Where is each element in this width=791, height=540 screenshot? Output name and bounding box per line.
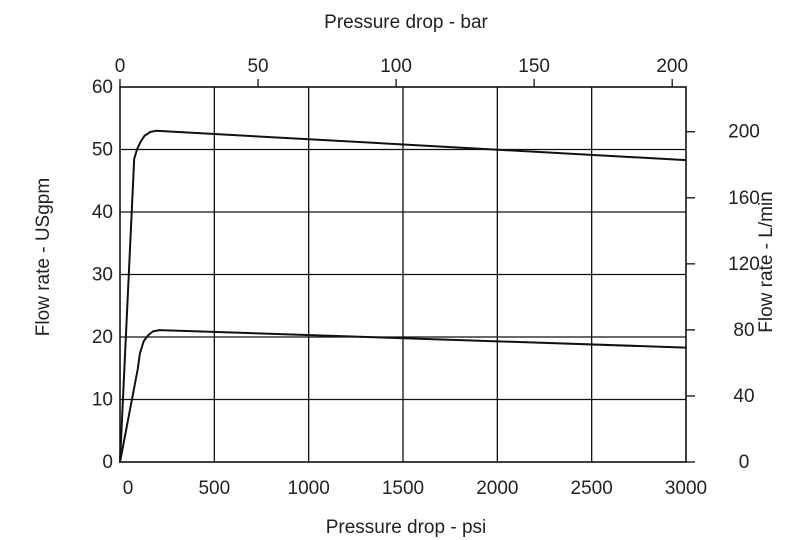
x-tick-label: 500 — [198, 478, 230, 499]
y-tick-label: 60 — [92, 77, 113, 98]
x-tick-label: 2500 — [571, 478, 613, 499]
x-tick-label: 1500 — [382, 478, 424, 499]
y2-tick-label: 160 — [728, 188, 760, 209]
y-tick-label: 40 — [92, 202, 113, 223]
x-tick-label: 0 — [123, 478, 134, 499]
top-axis-title: Pressure drop - bar — [324, 12, 488, 33]
x2-tick-label: 0 — [115, 56, 126, 77]
series-curves — [119, 129, 687, 463]
plot-frame — [119, 86, 687, 463]
bottom-axis-title: Pressure drop - psi — [326, 517, 487, 538]
x2-tick-label: 200 — [656, 56, 688, 77]
y-tick-label: 50 — [92, 140, 113, 161]
x-tick-label: 1000 — [288, 478, 330, 499]
y2-tick-label: 200 — [728, 122, 760, 143]
y-tick-label: 0 — [102, 452, 113, 473]
y2-tick-label: 80 — [733, 320, 754, 341]
y-tick-label: 20 — [92, 327, 113, 348]
y2-tick-label: 120 — [728, 254, 760, 275]
series-line-2 — [119, 329, 687, 463]
right-axis-title: Flow rate - L/min — [756, 191, 777, 332]
y-tick-label: 30 — [92, 265, 113, 286]
y2-tick-label: 0 — [739, 452, 750, 473]
series-line-1 — [119, 129, 687, 463]
grid-lines — [120, 87, 686, 462]
x2-tick-label: 150 — [518, 56, 550, 77]
left-axis-title: Flow rate - USgpm — [33, 178, 54, 336]
y2-tick-label: 40 — [733, 386, 754, 407]
x2-tick-label: 100 — [380, 56, 412, 77]
x-tick-label: 2000 — [476, 478, 518, 499]
x2-tick-label: 50 — [247, 56, 268, 77]
y-tick-label: 10 — [92, 390, 113, 411]
x-tick-label: 3000 — [665, 478, 707, 499]
